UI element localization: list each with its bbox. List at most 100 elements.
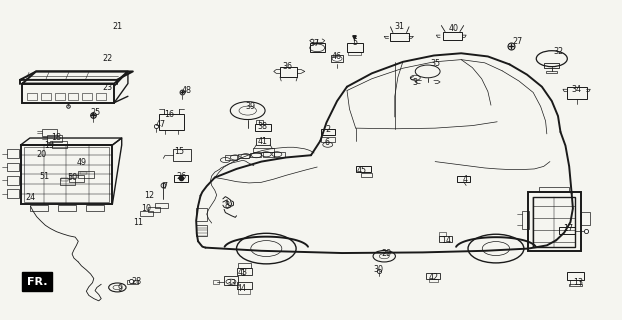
Bar xyxy=(347,43,363,52)
Circle shape xyxy=(332,56,342,61)
Bar xyxy=(61,178,68,181)
Text: 30: 30 xyxy=(373,265,383,275)
Bar xyxy=(30,204,49,211)
Bar xyxy=(196,208,207,221)
Bar xyxy=(310,44,325,52)
Text: 36: 36 xyxy=(282,62,292,71)
Bar xyxy=(321,129,335,135)
Text: 5: 5 xyxy=(352,38,357,47)
Bar xyxy=(250,153,261,157)
Bar xyxy=(60,178,75,185)
Bar xyxy=(7,163,19,172)
Text: 2: 2 xyxy=(326,125,331,134)
Bar xyxy=(236,282,252,289)
Bar xyxy=(213,280,219,284)
Bar xyxy=(533,197,575,247)
Bar xyxy=(559,227,575,234)
Text: 22: 22 xyxy=(102,53,113,62)
Bar xyxy=(80,172,87,174)
Text: 38: 38 xyxy=(258,122,267,131)
Bar xyxy=(24,147,109,202)
Text: 24: 24 xyxy=(26,193,35,202)
Bar xyxy=(27,93,37,100)
Bar xyxy=(238,154,249,158)
Bar xyxy=(544,63,559,68)
Text: 42: 42 xyxy=(429,273,439,282)
Text: 12: 12 xyxy=(144,191,155,200)
Bar xyxy=(78,172,94,179)
Bar xyxy=(156,203,168,208)
Bar xyxy=(55,93,65,100)
Text: 17: 17 xyxy=(564,224,573,233)
Text: 8: 8 xyxy=(225,201,230,210)
Bar xyxy=(427,273,440,279)
Bar xyxy=(262,152,274,157)
Text: 39: 39 xyxy=(245,102,255,111)
Text: 44: 44 xyxy=(236,284,246,292)
Text: 19: 19 xyxy=(44,141,54,150)
Text: 20: 20 xyxy=(37,150,47,159)
Text: 6: 6 xyxy=(324,138,329,147)
Text: 29: 29 xyxy=(381,250,392,259)
Bar xyxy=(567,87,587,100)
Bar xyxy=(457,176,470,182)
Bar xyxy=(522,211,529,228)
Text: 33: 33 xyxy=(226,279,236,288)
Bar xyxy=(238,289,250,294)
Bar xyxy=(256,120,262,124)
Text: 4: 4 xyxy=(462,175,467,184)
Bar xyxy=(41,93,51,100)
Text: 41: 41 xyxy=(258,137,267,146)
Text: 45: 45 xyxy=(357,166,367,175)
Bar xyxy=(42,129,57,136)
Text: 15: 15 xyxy=(174,147,184,156)
Bar xyxy=(443,32,462,40)
Bar xyxy=(361,173,372,177)
Text: 14: 14 xyxy=(441,236,452,245)
Bar xyxy=(7,149,19,158)
Bar xyxy=(236,268,252,275)
Bar xyxy=(148,207,160,212)
Bar xyxy=(22,84,114,103)
Bar xyxy=(96,93,106,100)
Text: 3: 3 xyxy=(413,78,418,87)
Bar xyxy=(539,187,569,193)
Text: 9: 9 xyxy=(118,284,123,292)
Text: 46: 46 xyxy=(332,52,342,61)
Bar xyxy=(70,175,78,178)
Text: 25: 25 xyxy=(90,108,100,117)
Bar xyxy=(429,278,438,282)
Text: 23: 23 xyxy=(103,83,113,92)
Bar xyxy=(7,176,19,185)
Bar xyxy=(581,212,590,225)
Bar xyxy=(196,225,207,236)
Text: 18: 18 xyxy=(52,132,62,141)
Bar xyxy=(224,276,238,285)
Bar xyxy=(256,138,270,145)
Text: 10: 10 xyxy=(142,204,152,213)
Bar xyxy=(225,155,236,160)
Text: 1: 1 xyxy=(240,268,245,278)
Bar xyxy=(128,280,139,284)
Text: 40: 40 xyxy=(448,24,459,33)
Text: 50: 50 xyxy=(67,173,77,182)
Bar xyxy=(21,145,113,204)
Bar xyxy=(331,55,343,62)
Bar xyxy=(69,175,85,182)
Bar xyxy=(52,141,67,148)
Bar xyxy=(356,166,371,172)
Bar xyxy=(86,204,104,211)
Text: 7: 7 xyxy=(162,182,168,191)
Bar xyxy=(569,284,582,286)
Bar xyxy=(274,152,285,157)
Text: 51: 51 xyxy=(39,172,49,181)
Bar xyxy=(391,33,409,41)
Text: 34: 34 xyxy=(572,85,582,94)
Bar xyxy=(255,124,271,131)
Bar xyxy=(280,67,297,77)
Bar xyxy=(68,93,78,100)
Bar xyxy=(567,272,584,280)
Bar xyxy=(348,52,361,55)
Bar xyxy=(173,149,190,161)
Text: FR.: FR. xyxy=(27,277,47,287)
